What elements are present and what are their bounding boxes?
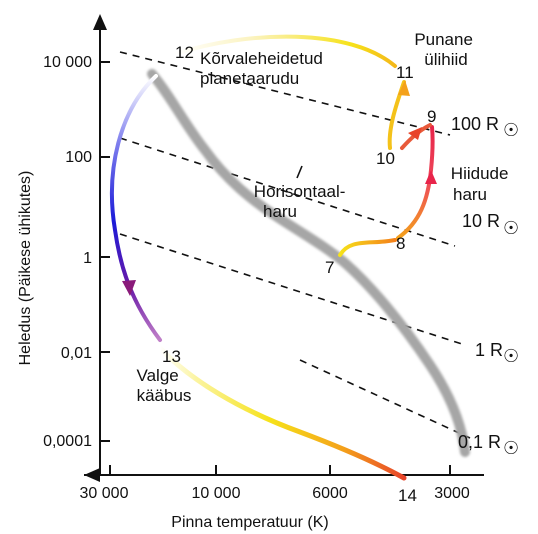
sun-symbol-icon: ☉ — [503, 120, 519, 140]
stage-number: 9 — [427, 107, 436, 126]
y-ticks — [100, 61, 110, 442]
stage-number: 14 — [398, 486, 417, 505]
helium-flash-arrow-icon — [408, 127, 422, 140]
x-axis-title: Pinna temperatuur (K) — [171, 514, 328, 531]
subgiant-track — [338, 238, 397, 257]
y-axis-arrow-icon — [93, 14, 107, 30]
x-tick-label: 10 000 — [192, 485, 241, 502]
y-tick-label: 10 000 — [43, 54, 92, 71]
stage-number: 8 — [396, 234, 405, 253]
planetary-nebula-label: Kõrvaleheidetud planetaarudu — [200, 49, 328, 88]
radius-line-1 — [119, 233, 466, 346]
main-sequence-track — [147, 69, 470, 457]
y-tick-label: 0,0001 — [43, 433, 92, 450]
white-dwarf-label: Valge kääbus — [137, 366, 192, 405]
radius-line-0-1 — [299, 359, 471, 439]
x-tick-label: 3000 — [434, 485, 470, 502]
post-agb-arrow-icon — [122, 280, 136, 296]
y-tick-label: 100 — [65, 149, 92, 166]
x-tick-label: 30 000 — [80, 485, 129, 502]
radius-label-1: 1 R — [475, 340, 503, 360]
post-agb-track — [109, 74, 162, 342]
stage-number: 7 — [325, 258, 334, 277]
sun-symbol-icon: ☉ — [503, 346, 519, 366]
x-ticks — [109, 465, 451, 475]
y-tick-label: 1 — [83, 250, 92, 267]
planetary-nebula-track — [173, 34, 397, 68]
stage-number: 13 — [162, 347, 181, 366]
red-supergiant-label: Punane ülihiid — [414, 30, 477, 69]
y-axis-title: Heledus (Päikese ühikutes) — [17, 171, 34, 366]
x-tick-label: 6000 — [312, 485, 348, 502]
stage-number: 12 — [175, 43, 194, 62]
radius-label-0-1: 0,1 R — [458, 432, 501, 452]
radius-label-10: 10 R — [462, 211, 500, 231]
horizontal-branch-pointer — [296, 165, 303, 179]
stage-numbers: 7 8 9 10 11 12 13 14 — [162, 43, 436, 505]
radius-line-100 — [119, 51, 451, 136]
horizontal-branch-label: Horisontaal- haru — [254, 182, 350, 221]
radius-label-100: 100 R — [451, 114, 499, 134]
giant-branch-label: Hiidude haru — [451, 164, 513, 204]
y-tick-labels: 10 000 100 1 0,01 0,0001 — [43, 54, 92, 450]
x-tick-labels: 30 000 10 000 6000 3000 — [80, 485, 470, 502]
sun-symbol-icon: ☉ — [503, 218, 519, 238]
radius-line-10 — [119, 137, 456, 247]
giant-branch-arrow-icon — [425, 170, 437, 184]
agb-arrow-icon — [398, 80, 410, 96]
sun-symbol-icon: ☉ — [503, 438, 519, 458]
stage-number: 10 — [376, 149, 395, 168]
axes — [84, 14, 484, 482]
y-tick-label: 0,01 — [61, 345, 92, 362]
annotations: Punane ülihiid Hiidude haru Kõrvaleheide… — [137, 30, 513, 405]
stage-number: 11 — [396, 63, 414, 82]
radius-labels: 100 R ☉ 10 R ☉ 1 R ☉ 0,1 R ☉ — [451, 114, 519, 458]
white-dwarf-track — [157, 345, 407, 481]
